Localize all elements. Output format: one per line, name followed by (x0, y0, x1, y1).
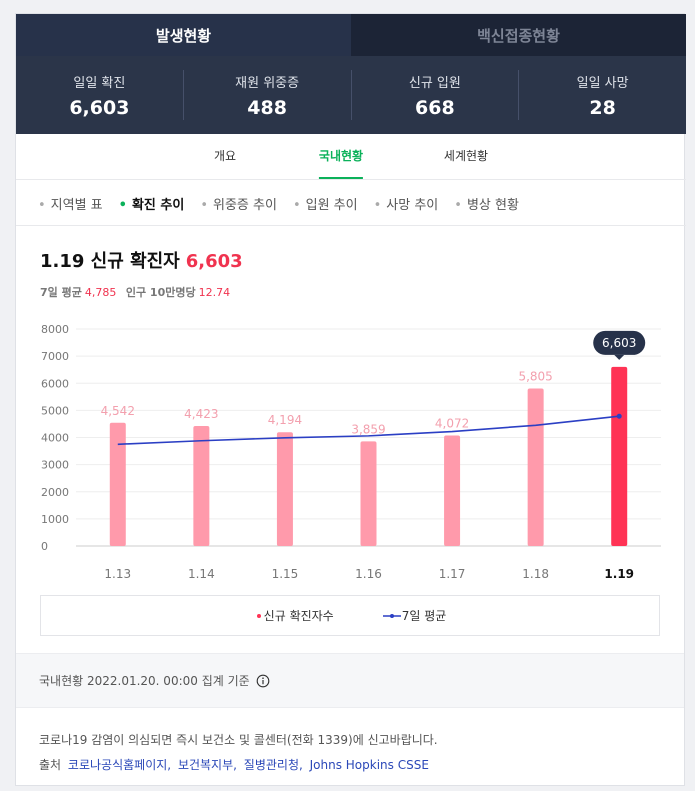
sub-tab[interactable]: 확진 추이 (119, 194, 184, 213)
bar (611, 366, 628, 546)
nav-tab[interactable]: 국내현황 (318, 134, 364, 179)
tooltip (593, 330, 646, 355)
stat-value: 6,603 (69, 96, 130, 119)
value-label: 4,423 (184, 407, 218, 421)
source-link[interactable]: 코로나공식홈페이지, (67, 758, 172, 772)
y-tick-label: 8000 (41, 323, 69, 336)
headline-value: 6,603 (185, 251, 243, 272)
bar (527, 388, 544, 546)
divider (16, 225, 686, 226)
y-tick-label: 7000 (41, 350, 69, 363)
value-label: 3,859 (351, 422, 385, 436)
summary-value: 12.74 (198, 286, 231, 299)
y-tick-label: 4000 (41, 432, 69, 445)
y-tick-label: 2000 (41, 486, 69, 499)
y-tick-label: 0 (41, 540, 48, 553)
stat-label: 신규 입원 (408, 75, 461, 91)
stat: 일일 확진 6,603 (16, 70, 183, 120)
x-tick-label: 1.15 (272, 567, 299, 581)
legend-dot (389, 613, 394, 618)
x-tick-label: 1.13 (104, 567, 131, 581)
legend-swatch (382, 613, 401, 618)
update-text: 국내현황 2022.01.20. 00:00 집계 기준 (39, 674, 250, 688)
sources: 출처 코로나공식홈페이지, 보건복지부, 질병관리청, Johns Hopkin… (39, 753, 438, 778)
sub-tab[interactable]: 지역별 표 (38, 194, 103, 213)
stats: 일일 확진 6,603 재원 위중증 488 신규 입원 668 일일 사망 28 (16, 56, 686, 134)
bar (360, 441, 377, 546)
source-link[interactable]: 질병관리청, (243, 758, 303, 772)
legend-label: 신규 확진자수 (263, 609, 334, 623)
nav: 개요 국내현황 세계현황 (16, 134, 686, 180)
x-tick-label: 1.18 (522, 567, 549, 581)
stat: 신규 입원 668 (350, 70, 519, 120)
x-tick-label: 1.14 (188, 567, 215, 581)
chart: 0 1000 2000 3000 4000 5000 6000 7000 8000 4,542 1.… (41, 323, 661, 581)
summary-title: 1.19 신규 확진자 6,603 (40, 247, 243, 273)
x-tick-label: 1.16 (355, 567, 382, 581)
source-link[interactable]: 보건복지부, (177, 758, 237, 772)
sub-tab[interactable]: 사망 추이 (374, 194, 438, 213)
legend-dot (256, 613, 261, 618)
summary-value: 4,785 (84, 286, 117, 299)
stat-value: 28 (589, 96, 616, 119)
info-icon[interactable] (256, 674, 270, 688)
stat-value: 668 (415, 96, 455, 119)
tab[interactable]: 발생현황 (16, 14, 351, 56)
tooltip-arrow (614, 354, 625, 360)
card: 발생현황 백신접종현황 일일 확진 6,603 재원 위중증 488 신규 입원 66… (15, 13, 686, 786)
nav-tab[interactable]: 개요 (213, 149, 237, 163)
legend-item[interactable]: 신규 확진자수 (254, 607, 334, 624)
stat-label: 일일 확진 (73, 75, 126, 91)
legend: 신규 확진자수 7일 평균 (40, 595, 660, 636)
y-tick-label: 5000 (41, 404, 69, 417)
legend-item[interactable]: 7일 평균 (382, 607, 447, 624)
sub-tab[interactable]: 병상 현황 (454, 194, 519, 213)
value-label: 4,542 (101, 404, 135, 418)
source-link[interactable]: Johns Hopkins CSSE (309, 758, 429, 772)
update-bar: 국내현황 2022.01.20. 00:00 집계 기준 (16, 653, 684, 708)
sub-tab[interactable]: 입원 추이 (293, 194, 358, 213)
legend-swatch (256, 613, 261, 618)
sub-tab[interactable]: 위중증 추이 (200, 194, 277, 213)
legend-label: 7일 평균 (401, 609, 447, 623)
title: 1.19 신규 확진자 (40, 251, 180, 272)
sub-nav: 지역별 표 확진 추이 위중증 추이 입원 추이 사망 추이 병상 현황 (38, 180, 535, 226)
x-tick-label: 1.19 (604, 567, 634, 581)
stat-label: 일일 사망 (576, 75, 629, 91)
value-label: 4,194 (268, 413, 302, 427)
x-tick-label: 1.17 (439, 567, 466, 581)
average-line (117, 415, 620, 446)
summary-stats: 7일 평균 4,785 인구 10만명당 12.74 (40, 284, 236, 300)
y-tick-label: 1000 (41, 513, 69, 526)
source-label: 출처 (39, 758, 62, 772)
stat: 일일 사망 28 (518, 70, 686, 120)
y-tick-label: 6000 (41, 377, 69, 390)
bar (109, 422, 126, 546)
tab[interactable]: 백신접종현황 (351, 14, 686, 56)
bar (193, 426, 210, 546)
tooltip-label: 6,603 (602, 336, 636, 350)
footer: 코로나19 감염이 의심되면 즉시 보건소 및 콜센터(전화 1339)에 신고… (39, 728, 438, 778)
summary-label: 인구 10만명당 (125, 286, 196, 299)
value-label: 5,805 (518, 370, 552, 384)
summary-label: 7일 평균 (40, 286, 82, 299)
average-point (616, 413, 622, 419)
bar (444, 435, 461, 546)
bar (276, 432, 293, 546)
value-label: 4,072 (435, 417, 469, 431)
tabs: 발생현황 백신접종현황 (16, 14, 686, 56)
nav-tab[interactable]: 세계현황 (443, 149, 489, 163)
stat-label: 재원 위중증 (235, 75, 300, 91)
notice: 코로나19 감염이 의심되면 즉시 보건소 및 콜센터(전화 1339)에 신고… (39, 733, 438, 747)
stat-value: 488 (247, 96, 287, 119)
y-tick-label: 3000 (41, 459, 69, 472)
stat: 재원 위중증 488 (182, 70, 351, 120)
